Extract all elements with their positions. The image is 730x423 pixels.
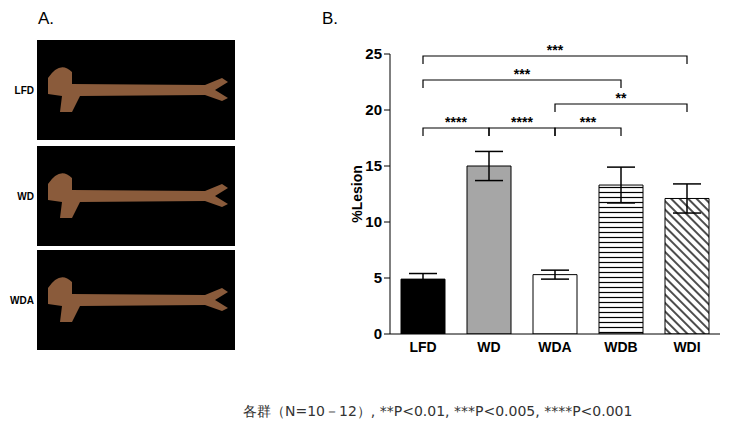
svg-text:5: 5 <box>374 269 382 286</box>
svg-text:LFD: LFD <box>15 85 34 96</box>
svg-text:B.: B. <box>322 9 338 28</box>
svg-text:A.: A. <box>38 9 54 28</box>
svg-text:10: 10 <box>365 213 382 230</box>
svg-text:20: 20 <box>365 101 382 118</box>
svg-text:**: ** <box>616 90 627 106</box>
svg-text:25: 25 <box>365 45 382 62</box>
svg-text:WDB: WDB <box>604 339 637 355</box>
svg-text:WDA: WDA <box>538 339 571 355</box>
svg-text:WD: WD <box>17 191 34 202</box>
svg-text:15: 15 <box>365 157 382 174</box>
svg-text:***: *** <box>547 42 564 58</box>
svg-text:LFD: LFD <box>409 339 436 355</box>
svg-text:%Lesion: %Lesion <box>349 165 365 223</box>
svg-text:各群（N=10－12）, **P<0.01, ***P<0.: 各群（N=10－12）, **P<0.01, ***P<0.005, ****P… <box>243 403 632 419</box>
svg-text:0: 0 <box>374 325 382 342</box>
svg-text:***: *** <box>580 114 597 130</box>
svg-text:****: **** <box>511 114 533 130</box>
svg-text:WDA: WDA <box>10 295 34 306</box>
svg-text:****: **** <box>445 114 467 130</box>
svg-text:WDI: WDI <box>673 339 700 355</box>
svg-text:WD: WD <box>477 339 500 355</box>
svg-text:***: *** <box>514 66 531 82</box>
